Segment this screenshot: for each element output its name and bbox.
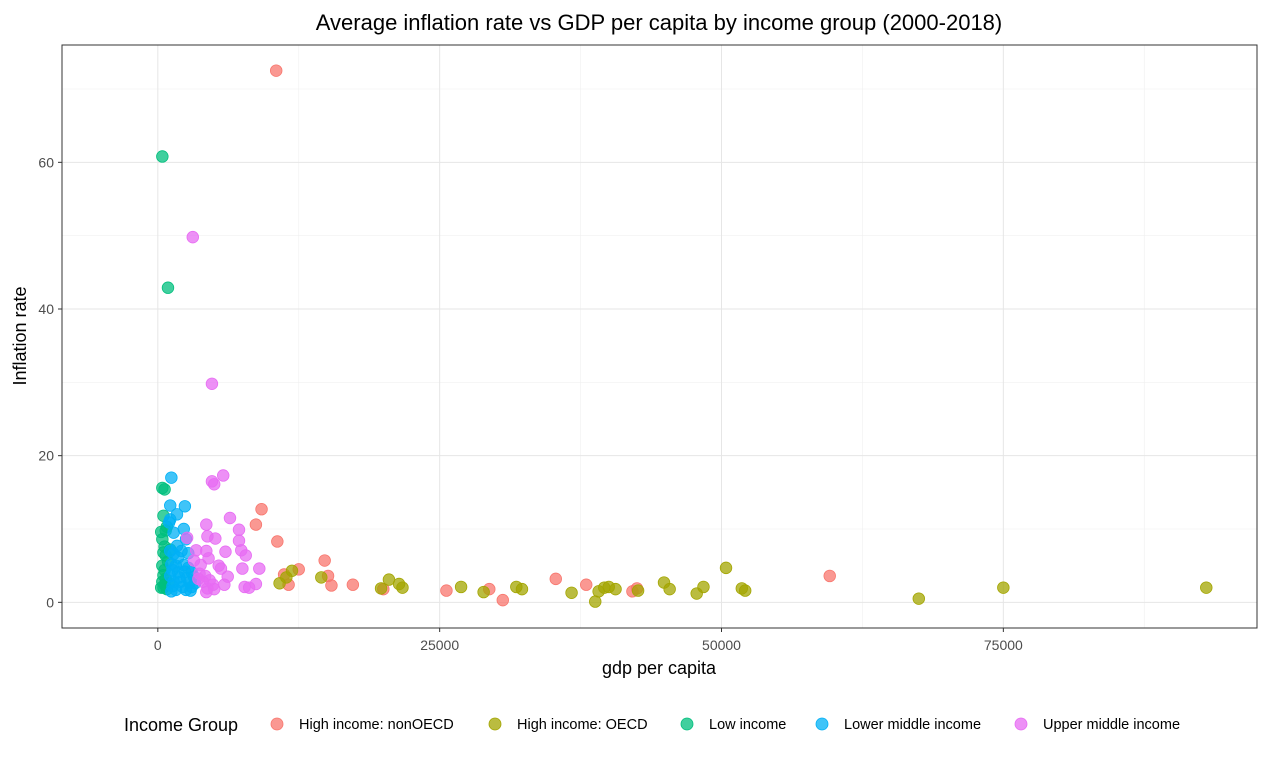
data-point xyxy=(219,545,232,558)
data-point xyxy=(738,584,752,597)
data-point xyxy=(205,377,219,391)
legend-key xyxy=(1014,717,1028,731)
legend-label: Upper middle income xyxy=(1043,717,1180,733)
x-tick-label: 0 xyxy=(154,637,162,653)
data-point xyxy=(477,585,490,599)
y-tick-label: 20 xyxy=(38,448,54,464)
data-point xyxy=(396,581,409,594)
data-point xyxy=(631,584,645,597)
legend-key xyxy=(680,717,694,731)
data-point xyxy=(589,595,602,608)
data-point xyxy=(285,564,299,578)
data-point xyxy=(164,499,177,512)
data-point xyxy=(209,532,222,545)
y-tick-label: 60 xyxy=(38,154,54,170)
data-point xyxy=(823,569,836,583)
data-point xyxy=(515,582,529,596)
chart-title: Average inflation rate vs GDP per capita… xyxy=(316,10,1002,35)
legend-key xyxy=(270,717,284,731)
legend: Income Group High income: nonOECD High in… xyxy=(124,715,1180,735)
data-point xyxy=(236,562,249,575)
y-tick-label: 0 xyxy=(46,594,54,610)
data-point xyxy=(1200,581,1213,594)
data-point xyxy=(255,503,268,516)
data-point xyxy=(223,511,237,525)
data-point xyxy=(580,578,593,591)
legend-label: Lower middle income xyxy=(844,717,981,733)
data-point xyxy=(186,230,199,244)
x-tick-label: 25000 xyxy=(420,637,459,653)
data-point xyxy=(346,578,360,591)
legend-label: High income: nonOECD xyxy=(299,717,454,733)
data-point xyxy=(318,554,331,567)
data-points xyxy=(155,64,1213,608)
data-point xyxy=(253,562,266,575)
plot-area xyxy=(61,44,1258,629)
x-axis-label: gdp per capita xyxy=(602,658,717,678)
x-tick-label: 50000 xyxy=(702,637,741,653)
data-point xyxy=(232,523,246,536)
data-point xyxy=(663,582,676,596)
x-axis: 0 25000 50000 75000 xyxy=(154,628,1023,653)
data-point xyxy=(496,593,509,607)
series-upper-middle-income xyxy=(180,230,266,599)
data-point xyxy=(609,582,622,596)
y-axis-label: Inflation rate xyxy=(10,286,30,385)
data-point xyxy=(997,581,1010,594)
data-point xyxy=(549,572,562,586)
data-point xyxy=(214,562,228,575)
data-point xyxy=(165,585,178,598)
data-point xyxy=(374,582,388,595)
data-point xyxy=(170,508,184,521)
data-point xyxy=(184,584,197,597)
x-tick-label: 75000 xyxy=(984,637,1023,653)
data-point xyxy=(178,500,192,513)
minor-gridlines xyxy=(62,45,1257,628)
data-point xyxy=(207,478,221,491)
data-point xyxy=(315,571,328,584)
legend-title: Income Group xyxy=(124,715,238,735)
data-point xyxy=(200,518,213,531)
data-point xyxy=(207,582,221,596)
data-point xyxy=(202,552,215,565)
data-point xyxy=(454,580,468,594)
plot-border xyxy=(61,44,1258,629)
data-point xyxy=(161,281,175,294)
data-point xyxy=(217,469,230,482)
data-point xyxy=(325,579,338,592)
data-point xyxy=(719,561,733,575)
data-point xyxy=(162,516,176,529)
data-point xyxy=(440,584,453,597)
data-point xyxy=(269,64,283,77)
legend-key xyxy=(488,717,502,731)
data-point xyxy=(158,483,171,496)
data-point xyxy=(180,531,194,545)
data-point xyxy=(167,526,180,539)
legend-label: High income: OECD xyxy=(517,717,648,733)
y-tick-label: 40 xyxy=(38,301,54,317)
legend-key xyxy=(815,717,829,731)
series-high-income-oecd xyxy=(273,561,1213,608)
plot-background xyxy=(62,45,1257,628)
legend-label: Low income xyxy=(709,717,786,733)
data-point xyxy=(239,549,252,562)
data-point xyxy=(249,518,263,531)
data-point xyxy=(165,471,178,484)
y-axis: 0 20 40 60 xyxy=(38,154,62,610)
data-point xyxy=(271,535,284,548)
data-point xyxy=(156,150,169,163)
major-gridlines xyxy=(62,45,1257,628)
data-point xyxy=(565,586,578,600)
data-point xyxy=(912,592,925,605)
legend-items: High income: nonOECD High income: OECD Low… xyxy=(270,717,1180,733)
data-point xyxy=(242,581,256,594)
data-point xyxy=(697,580,710,594)
